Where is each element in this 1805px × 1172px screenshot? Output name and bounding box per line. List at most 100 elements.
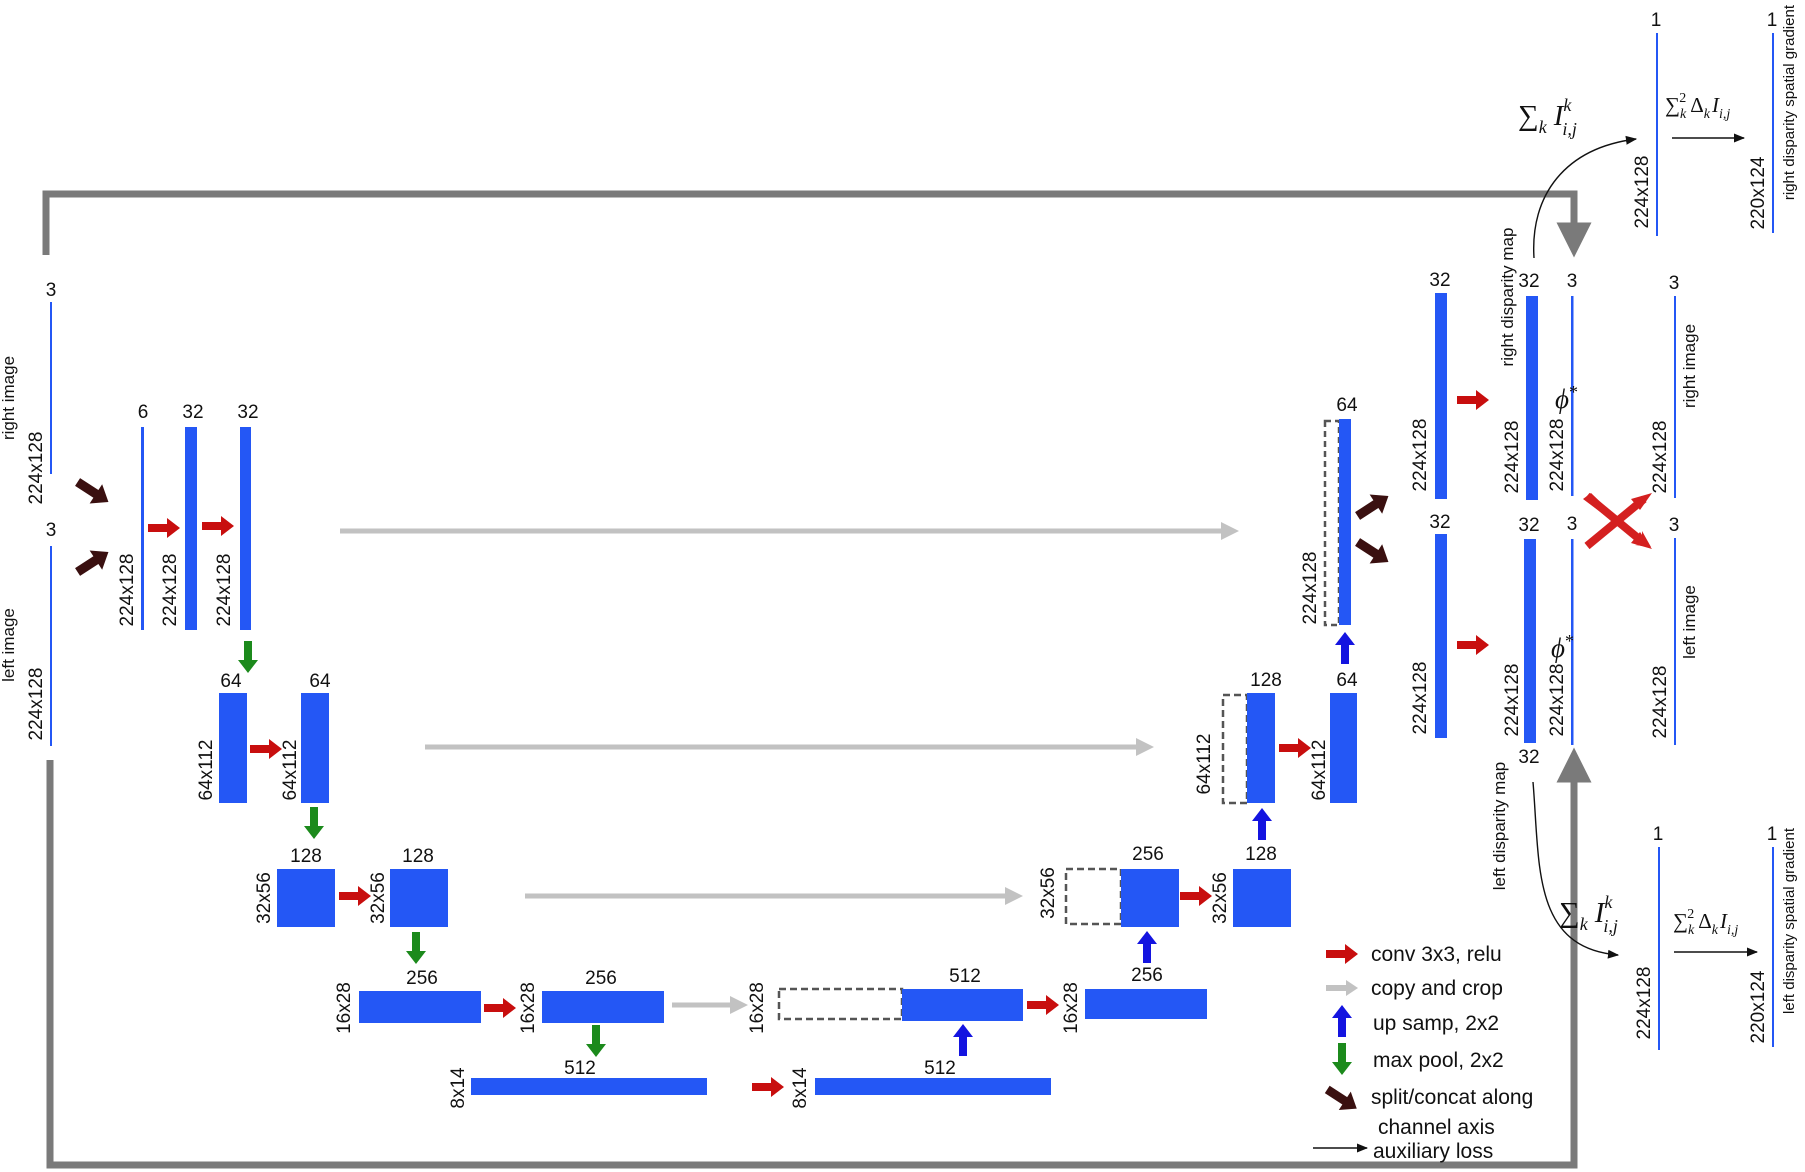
skip-connections — [340, 522, 1239, 1014]
svg-text:3: 3 — [1669, 515, 1680, 536]
upsampled-block — [1247, 693, 1275, 803]
svg-text:64: 64 — [309, 671, 331, 692]
conv-arrow — [202, 516, 234, 536]
sum-formula-right: ∑k Ik i,j — [1518, 95, 1577, 139]
left-image-size: 224x128 — [26, 668, 47, 741]
up-arrow — [953, 1024, 973, 1056]
warped-right: 3 224x128 ϕ* — [1547, 271, 1578, 496]
svg-text:220x124: 220x124 — [1748, 156, 1769, 229]
target-left-image-label: left image — [1680, 585, 1699, 659]
svg-text:224x128: 224x128 — [117, 554, 138, 627]
svg-text:8x14: 8x14 — [448, 1067, 469, 1109]
conv-arrow — [1279, 738, 1311, 758]
svg-text:224x128: 224x128 — [1547, 419, 1568, 492]
up-arrow — [1335, 632, 1355, 664]
conv2-block — [815, 1078, 1051, 1095]
up-arrow-icon — [1332, 1005, 1352, 1037]
bottleneck: 512 8x14 512 8x14 — [448, 1058, 1051, 1109]
svg-text:64x112: 64x112 — [1194, 734, 1215, 795]
warped-left: 3 224x128 ϕ* — [1547, 514, 1577, 745]
encoder-level3: 128 32x56 128 32x56 — [254, 846, 448, 927]
right-image-size: 224x128 — [26, 432, 47, 505]
legend-split-line1: split/concat along — [1371, 1086, 1533, 1109]
split-arrow — [1351, 532, 1395, 572]
svg-text:ϕ*: ϕ* — [1555, 382, 1578, 414]
right-disparity-map-label: right disparity map — [1498, 228, 1517, 367]
legend-pool: max pool, 2x2 — [1373, 1049, 1504, 1072]
svg-text:16x28: 16x28 — [518, 982, 539, 1034]
left-disparity-map-label: left disparity map — [1490, 762, 1509, 891]
svg-text:64x112: 64x112 — [280, 740, 301, 801]
svg-text:32: 32 — [237, 402, 258, 423]
split-arrow — [1351, 486, 1395, 526]
svg-text:3: 3 — [1669, 273, 1680, 294]
svg-text:256: 256 — [585, 968, 617, 989]
svg-text:224x128: 224x128 — [1410, 419, 1431, 492]
right-image-label: right image — [0, 356, 18, 440]
svg-text:1: 1 — [1767, 824, 1778, 845]
conv1-block — [219, 693, 247, 803]
legend-up: up samp, 2x2 — [1373, 1012, 1499, 1035]
svg-text:32x56: 32x56 — [1210, 872, 1231, 924]
svg-text:512: 512 — [564, 1058, 596, 1079]
right-disparity-gradient-label: right disparity spatial gradient — [1781, 4, 1798, 200]
conv-block — [1085, 989, 1207, 1019]
cropped-copy — [1221, 693, 1249, 805]
conv-arrow — [752, 1077, 784, 1097]
svg-text:ϕ*: ϕ* — [1551, 631, 1574, 663]
svg-text:224x128: 224x128 — [1650, 666, 1671, 739]
split-arrow-right-image — [71, 472, 115, 512]
down-arrow-icon — [1332, 1043, 1352, 1075]
encoder-level1: 6 224x128 32 224x128 32 224x128 — [117, 402, 259, 630]
decoder-level4: 512 16x28 256 16x28 — [747, 965, 1207, 1034]
conv-arrow — [484, 998, 516, 1018]
diagonal-arrow-icon — [1321, 1080, 1363, 1118]
left-image-channels: 3 — [46, 520, 57, 541]
conv-block — [1435, 293, 1447, 499]
right-arrow-icon — [1326, 980, 1358, 996]
svg-text:256: 256 — [1132, 844, 1164, 865]
svg-text:220x124: 220x124 — [1748, 970, 1769, 1043]
svg-text:32: 32 — [182, 402, 203, 423]
pool-arrow — [406, 932, 426, 964]
grad-formula-left: ∑k2 ΔkIi,j — [1673, 907, 1738, 938]
svg-text:32: 32 — [1518, 271, 1539, 292]
right-image-channels: 3 — [46, 280, 57, 301]
aux-left-sum: 1 224x128 — [1634, 824, 1663, 1050]
svg-text:224x128: 224x128 — [1547, 664, 1568, 737]
aux-left-gradient: 1 220x124 left disparity spatial gradien… — [1748, 824, 1798, 1047]
up-arrow — [1252, 808, 1272, 840]
left-head: 32 224x128 32 224x128 32 left disparity … — [1410, 512, 1540, 890]
conv-arrow — [1457, 390, 1489, 410]
conv1-block — [359, 991, 481, 1023]
conv-arrow — [1027, 995, 1059, 1015]
conv-block — [1330, 693, 1357, 803]
auxiliary-arrow-right-sum — [1533, 135, 1638, 259]
target-right-image-label: right image — [1680, 324, 1699, 408]
aux-right-gradient: 1 220x124 right disparity spatial gradie… — [1748, 4, 1798, 233]
legend-conv: conv 3x3, relu — [1371, 943, 1502, 966]
up-arrow — [1137, 931, 1157, 963]
conv1-block — [277, 869, 335, 927]
target-left-image: 3 left image 224x128 — [1650, 515, 1699, 745]
legend-split-line2: channel axis — [1378, 1116, 1495, 1139]
upsampled-block — [1339, 419, 1351, 625]
conv2-block — [542, 991, 664, 1023]
svg-text:32x56: 32x56 — [368, 872, 389, 924]
concat-layer — [141, 427, 144, 630]
pool-arrow — [238, 641, 258, 673]
svg-text:128: 128 — [1245, 844, 1277, 865]
svg-text:32: 32 — [1518, 515, 1539, 536]
svg-text:32: 32 — [1518, 747, 1539, 768]
decoder-level2: 128 64x112 64 64x112 — [1194, 670, 1358, 805]
svg-text:1: 1 — [1767, 10, 1778, 31]
conv-block — [1233, 869, 1291, 927]
right-arrow-icon — [1326, 944, 1358, 964]
svg-text:128: 128 — [290, 846, 322, 867]
svg-text:32x56: 32x56 — [254, 872, 275, 924]
svg-text:224x128: 224x128 — [1410, 662, 1431, 735]
legend-auxiliary: auxiliary loss — [1373, 1140, 1493, 1163]
input-left-image: 3 left image 224x128 — [0, 520, 56, 746]
svg-text:224x128: 224x128 — [1300, 552, 1321, 625]
